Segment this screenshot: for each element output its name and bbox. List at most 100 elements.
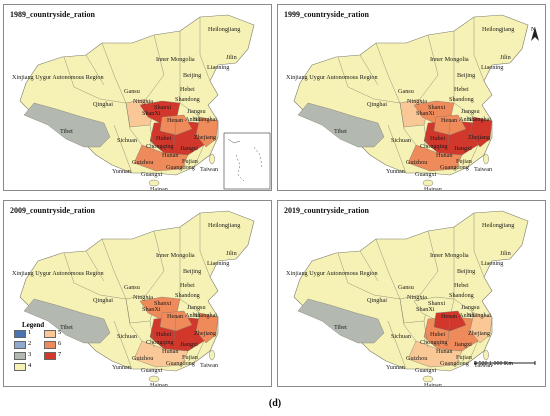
map-panel-1989: 1989_countryside_ration Heilongjiang Jili… [3, 4, 272, 191]
region-east [195, 312, 219, 344]
label-gansu: Gansu [398, 284, 414, 291]
label-gansu: Gansu [124, 88, 140, 95]
label-qinghai: Qinghai [367, 297, 387, 304]
legend-label: 3 [28, 351, 32, 358]
taiwan-island [209, 153, 215, 165]
label-guangdong: Guangdong [166, 360, 195, 367]
legend-swatch [14, 341, 26, 349]
label-hubei: Hubei [430, 331, 446, 338]
province-border [453, 298, 475, 314]
legend-swatch [14, 363, 26, 371]
province-border [399, 298, 417, 342]
province-border [99, 98, 127, 104]
label-shanxi: Shanxi [428, 104, 446, 111]
province-border [193, 144, 205, 168]
label-jiangsu: Jiangsu [187, 108, 206, 115]
panel-title: 1999_countryside_ration [284, 10, 369, 19]
label-taiwan: Taiwan [474, 362, 493, 369]
legend: Legend 1 2 3 4 5 6 7 [10, 321, 72, 379]
label-shandong: Shandong [175, 96, 200, 103]
label-zhejiang: Zhejiang [468, 330, 490, 337]
province-border [85, 54, 105, 86]
province-border [467, 340, 479, 364]
label-qinghai: Qinghai [93, 297, 113, 304]
label-shanghai: Shanghai [468, 116, 492, 123]
label-tibet: Tibet [334, 324, 347, 331]
label-ningxia: Ningxia [407, 98, 427, 105]
label-henan: Henan [441, 117, 458, 124]
legend-swatch [44, 341, 56, 349]
label-heilongjiang: Heilongjiang [482, 222, 515, 229]
label-hebei: Hebei [454, 86, 469, 93]
label-zhejiang: Zhejiang [468, 134, 490, 141]
label-anhui: Anhui [459, 116, 475, 123]
label-sichuan: Sichuan [391, 333, 411, 340]
china-map-1989 [19, 14, 271, 190]
province-border [101, 238, 127, 300]
region-east [195, 116, 219, 148]
label-liaoning: Liaoning [481, 64, 504, 71]
label-guangxi: Guangxi [415, 171, 437, 178]
province-border [467, 144, 479, 168]
label-shanxi: Shanxi [428, 300, 446, 307]
label-ningxia: Ningxia [407, 294, 427, 301]
label-chongqing: Chongqing [146, 339, 174, 346]
legend-label: 2 [28, 340, 32, 347]
province-border [149, 124, 155, 152]
province-border [125, 102, 143, 146]
map-panel-1999: 1999_countryside_ration N Heilongjiang Ji… [277, 4, 546, 191]
label-jiangxi: Jiangxi [180, 145, 198, 152]
south-china-sea-inset [223, 132, 271, 190]
label-shanxi: Shanxi [154, 300, 172, 307]
label-hainan: Hainan [424, 382, 442, 387]
label-beijing: Beijing [183, 72, 202, 79]
label-yunnan: Yunnan [112, 364, 131, 371]
region-hubei [159, 114, 193, 136]
figure-caption: (d) [268, 398, 282, 409]
north-arrow-icon: N [531, 27, 539, 41]
label-shanxi: Shanxi [154, 104, 172, 111]
region-tibet [23, 102, 111, 148]
province-border [453, 102, 475, 118]
province-border [173, 316, 177, 342]
label-liaoning: Liaoning [207, 64, 230, 71]
province-border [375, 238, 401, 300]
label-hebei: Hebei [180, 86, 195, 93]
hainan-island [422, 179, 434, 187]
province-border [179, 298, 201, 314]
label-sichuan: Sichuan [117, 137, 137, 144]
label-qinghai: Qinghai [367, 101, 387, 108]
province-border [193, 340, 205, 364]
province-border [113, 124, 133, 174]
legend-label: 1 [28, 329, 32, 336]
label-beijing: Beijing [183, 268, 202, 275]
label-fujian: Fujian [182, 158, 198, 165]
map-panel-2009: 2009_countryside_ration Legend 1 2 3 4 5 6 7 H… [3, 200, 272, 387]
inset-boundary [253, 146, 263, 168]
province-border [145, 230, 165, 296]
label-fujian: Fujian [182, 354, 198, 361]
label-guizhou: Guizhou [132, 159, 154, 166]
province-border [173, 120, 177, 146]
label-sichuan: Sichuan [117, 333, 137, 340]
province-border [125, 298, 143, 342]
panel-title: 1989_countryside_ration [10, 10, 95, 19]
label-hunan: Hunan [162, 152, 179, 159]
map-panel-2019: 2019_countryside_ration 0 500 1,000 Km H… [277, 200, 546, 387]
label-guangxi: Guangxi [415, 367, 437, 374]
label-yunnan: Yunnan [112, 168, 131, 175]
label-beijing: Beijing [457, 268, 476, 275]
label-jiangsu: Jiangsu [187, 304, 206, 311]
province-border [113, 320, 133, 370]
scale-bar: 0 500 1,000 Km [474, 361, 536, 367]
label-hainan: Hainan [150, 186, 168, 191]
province-border [399, 102, 417, 146]
hainan-island [148, 375, 160, 383]
label-hebei: Hebei [454, 282, 469, 289]
province-border [447, 120, 451, 146]
province-border [359, 54, 379, 86]
province-border [373, 294, 401, 300]
label-shandong: Shandong [175, 292, 200, 299]
province-border [423, 124, 429, 152]
taiwan-island [483, 153, 489, 165]
